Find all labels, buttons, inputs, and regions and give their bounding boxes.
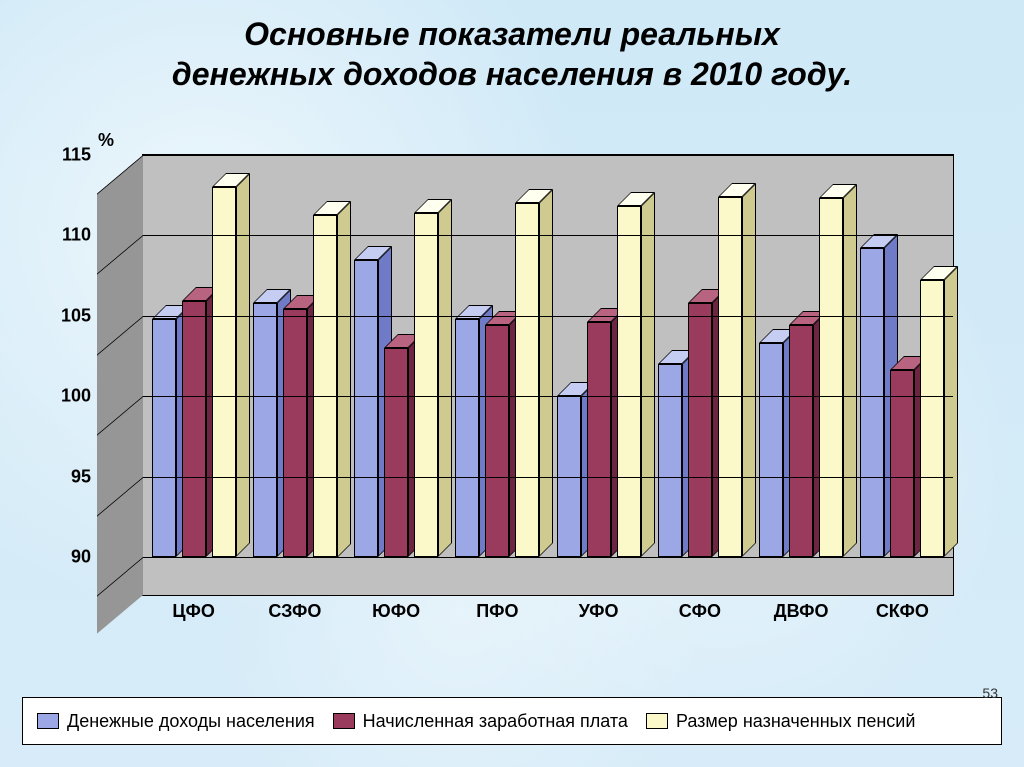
gridline [143, 235, 953, 236]
plot-area: 9095100105110115ЦФОСЗФОЮФОПФОУФОСФОДВФОС… [142, 154, 954, 596]
bar [515, 203, 539, 557]
title-line-2: денежных доходов населения в 2010 году. [172, 56, 852, 92]
legend-swatch [37, 713, 59, 729]
chart: % 9095100105110115ЦФОСЗФОЮФОПФОУФОСФОДВФ… [70, 130, 960, 650]
legend-item: Размер назначенных пенсий [646, 711, 915, 732]
x-category-label: ДВФО [751, 601, 851, 622]
bar [384, 348, 408, 557]
bar [860, 248, 884, 557]
y-tick-label: 105 [51, 305, 91, 326]
x-category-label: СЗФО [245, 601, 345, 622]
gridline [143, 316, 953, 317]
title-line-1: Основные показатели реальных [244, 16, 780, 52]
bar [890, 370, 914, 557]
y-axis-unit: % [98, 130, 114, 151]
gridline [143, 477, 953, 478]
legend-label: Денежные доходы населения [67, 711, 315, 732]
bar [658, 364, 682, 557]
bar [152, 319, 176, 557]
chart-title: Основные показатели реальных денежных до… [0, 14, 1024, 94]
bars-area [143, 155, 953, 557]
y-tick-label: 90 [51, 547, 91, 568]
gridline [143, 155, 953, 156]
slide: { "title_line1": "Основные показатели ре… [0, 0, 1024, 767]
legend-swatch [646, 713, 668, 729]
y-tick-label: 100 [51, 386, 91, 407]
bar [313, 215, 337, 558]
bar [688, 303, 712, 557]
slide-number: 53 [982, 685, 998, 701]
bar [789, 325, 813, 557]
bar [718, 197, 742, 557]
y-tick-label: 115 [51, 145, 91, 166]
legend-label: Размер назначенных пенсий [676, 711, 915, 732]
bar [414, 213, 438, 557]
bar [819, 198, 843, 557]
bar [354, 260, 378, 557]
x-category-label: ЮФО [346, 601, 446, 622]
gridline [143, 557, 953, 558]
bar [617, 206, 641, 557]
bar [485, 325, 509, 557]
x-category-label: СФО [650, 601, 750, 622]
bar [759, 343, 783, 557]
x-category-label: ЦФО [144, 601, 244, 622]
x-category-label: УФО [549, 601, 649, 622]
x-category-label: ПФО [447, 601, 547, 622]
legend-label: Начисленная заработная плата [363, 711, 628, 732]
gridline [143, 396, 953, 397]
bar [920, 280, 944, 557]
bar [283, 309, 307, 557]
legend: Денежные доходы населения Начисленная зар… [22, 697, 1002, 745]
bar [212, 187, 236, 557]
legend-swatch [333, 713, 355, 729]
bar [587, 322, 611, 557]
y-tick-label: 95 [51, 466, 91, 487]
legend-item: Денежные доходы населения [37, 711, 315, 732]
legend-item: Начисленная заработная плата [333, 711, 628, 732]
bar [455, 319, 479, 557]
y-tick-label: 110 [51, 225, 91, 246]
bar [182, 301, 206, 557]
x-category-label: СКФО [852, 601, 952, 622]
bar [253, 303, 277, 557]
